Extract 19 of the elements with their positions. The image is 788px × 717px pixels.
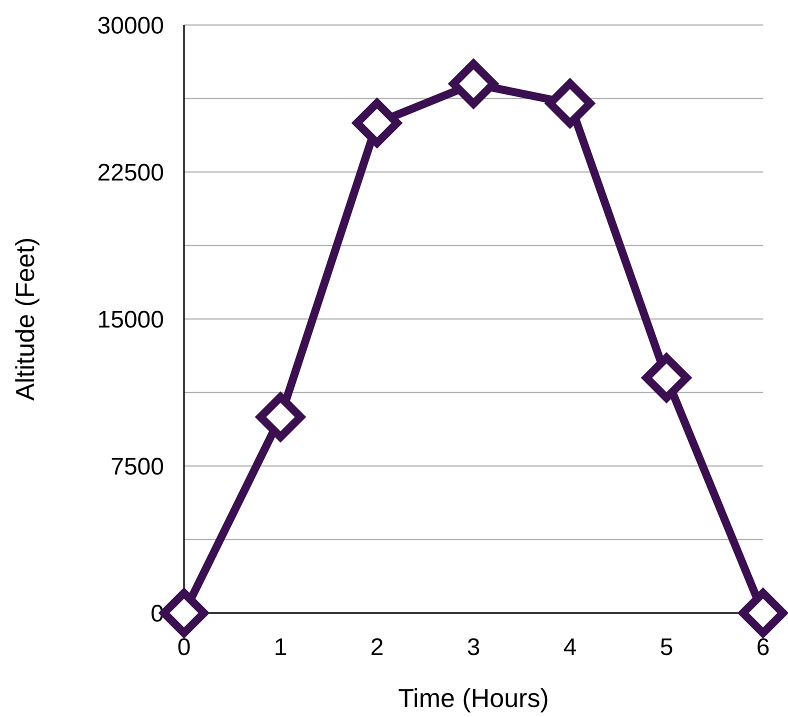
x-tick-label: 2 — [370, 634, 384, 661]
point — [450, 60, 498, 108]
y-tick-label: 30000 — [97, 12, 164, 40]
y-tick-label: 15000 — [97, 306, 164, 334]
x-tick-label: 4 — [563, 634, 577, 661]
y-tick-label: 7500 — [110, 453, 164, 480]
point — [739, 589, 787, 637]
y-axis-title: Altitude (Feet) — [10, 237, 40, 401]
point — [546, 79, 594, 128]
point — [353, 99, 401, 147]
x-axis-title: Time (Hours) — [398, 683, 549, 713]
x-tick-label: 3 — [466, 634, 480, 661]
x-tick-label: 5 — [660, 634, 674, 661]
x-tick-label: 1 — [274, 634, 288, 661]
point — [642, 354, 690, 402]
x-tick-label: 0 — [177, 634, 191, 661]
y-tick-label: 22500 — [97, 159, 164, 186]
x-tick-label: 6 — [756, 634, 770, 661]
point — [256, 393, 304, 441]
